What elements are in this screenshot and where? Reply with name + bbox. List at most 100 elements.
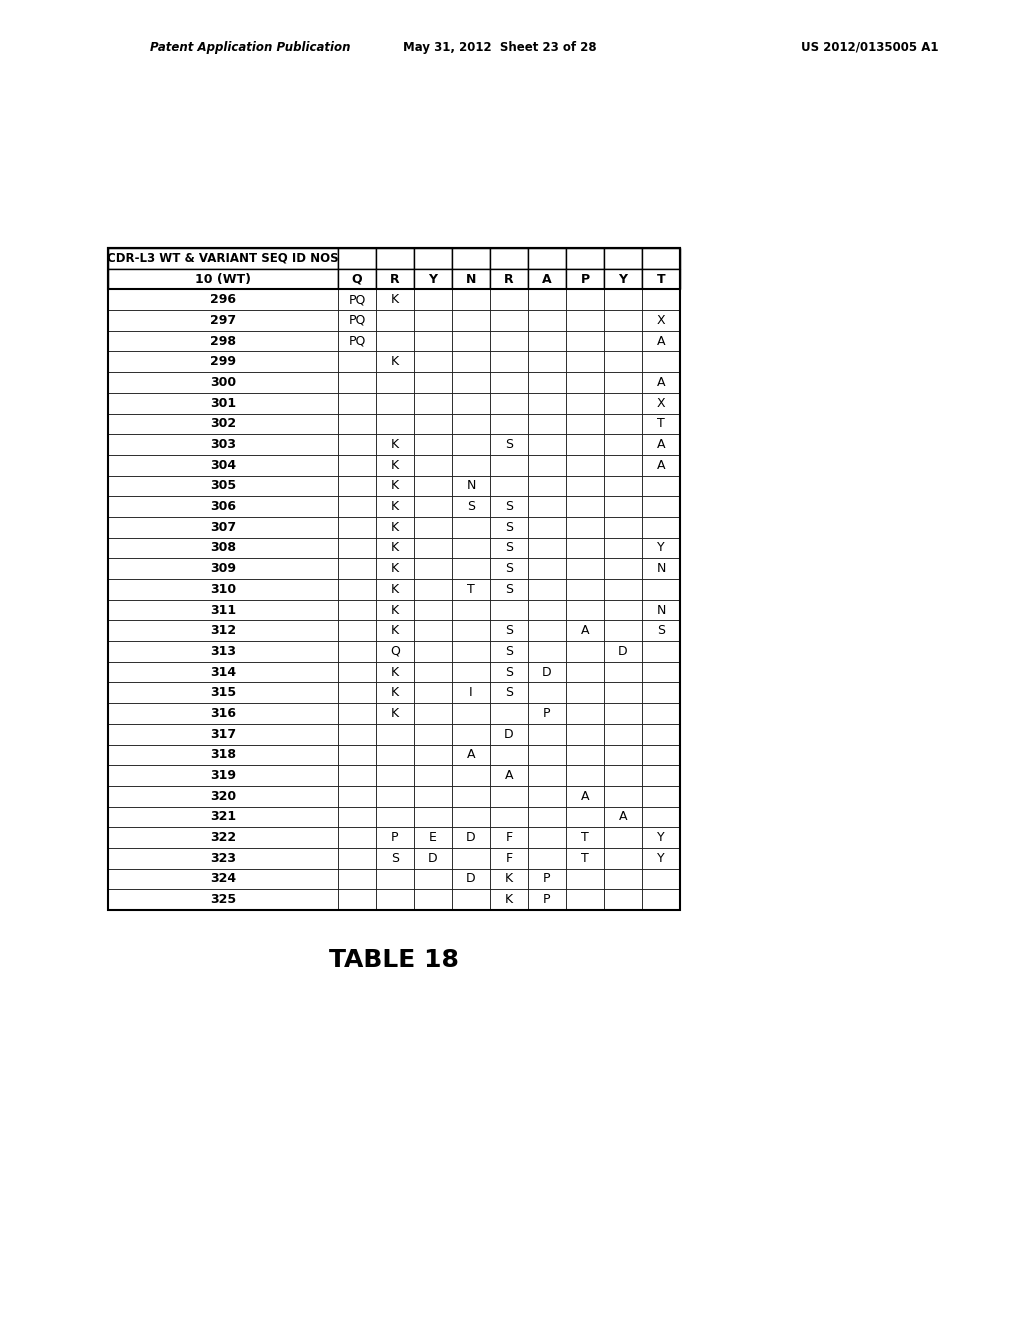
Text: P: P <box>544 873 551 886</box>
Text: P: P <box>544 894 551 906</box>
Bar <box>452 620 490 642</box>
Bar <box>414 642 452 661</box>
Bar <box>490 331 528 351</box>
Bar <box>414 579 452 599</box>
Bar <box>490 723 528 744</box>
Bar <box>376 599 414 620</box>
Bar <box>642 766 680 785</box>
Bar <box>642 704 680 723</box>
Bar <box>490 890 528 909</box>
Bar <box>108 331 338 351</box>
Bar <box>376 434 414 455</box>
Text: 314: 314 <box>210 665 237 678</box>
Bar <box>528 393 566 413</box>
Text: K: K <box>505 873 513 886</box>
Text: K: K <box>391 562 399 576</box>
Bar <box>452 890 490 909</box>
Text: K: K <box>391 624 399 638</box>
Bar <box>642 847 680 869</box>
Bar <box>642 599 680 620</box>
Bar <box>566 475 604 496</box>
Bar <box>528 620 566 642</box>
Bar <box>566 682 604 704</box>
Bar <box>452 642 490 661</box>
Text: 320: 320 <box>210 789 237 803</box>
Bar <box>338 682 376 704</box>
Bar <box>452 351 490 372</box>
Bar <box>338 642 376 661</box>
Bar <box>528 331 566 351</box>
Bar <box>338 890 376 909</box>
Bar <box>642 579 680 599</box>
Bar <box>338 434 376 455</box>
Bar <box>528 807 566 828</box>
Text: S: S <box>505 583 513 595</box>
Bar <box>604 828 642 847</box>
Bar <box>528 890 566 909</box>
Bar <box>414 393 452 413</box>
Bar <box>566 434 604 455</box>
Bar <box>490 620 528 642</box>
Bar <box>528 517 566 537</box>
Bar <box>490 847 528 869</box>
Bar <box>376 351 414 372</box>
Bar <box>604 704 642 723</box>
Bar <box>452 785 490 807</box>
Bar <box>566 807 604 828</box>
Bar <box>604 372 642 393</box>
Bar <box>376 642 414 661</box>
Bar <box>490 517 528 537</box>
Bar <box>604 642 642 661</box>
Bar <box>376 807 414 828</box>
Bar <box>414 558 452 579</box>
Bar <box>490 475 528 496</box>
Text: 299: 299 <box>210 355 236 368</box>
Bar <box>414 537 452 558</box>
Bar <box>108 269 338 289</box>
Bar <box>452 393 490 413</box>
Text: S: S <box>505 541 513 554</box>
Text: Y: Y <box>428 272 437 285</box>
Text: Patent Application Publication: Patent Application Publication <box>150 41 350 54</box>
Bar <box>338 537 376 558</box>
Text: N: N <box>466 272 476 285</box>
Bar <box>642 455 680 475</box>
Text: T: T <box>582 851 589 865</box>
Bar <box>642 558 680 579</box>
Text: P: P <box>391 832 398 843</box>
Bar <box>566 393 604 413</box>
Bar <box>108 248 338 269</box>
Bar <box>528 248 566 269</box>
Bar <box>604 537 642 558</box>
Bar <box>338 766 376 785</box>
Bar <box>566 847 604 869</box>
Bar <box>490 599 528 620</box>
Bar <box>642 351 680 372</box>
Bar <box>604 579 642 599</box>
Bar <box>566 455 604 475</box>
Bar <box>528 704 566 723</box>
Bar <box>604 785 642 807</box>
Bar <box>414 248 452 269</box>
Bar <box>414 289 452 310</box>
Bar <box>414 269 452 289</box>
Text: Q: Q <box>351 272 362 285</box>
Bar <box>376 310 414 331</box>
Text: PQ: PQ <box>348 314 366 327</box>
Bar <box>108 682 338 704</box>
Text: X: X <box>656 396 666 409</box>
Bar <box>414 869 452 890</box>
Bar <box>642 475 680 496</box>
Text: S: S <box>505 665 513 678</box>
Bar <box>642 723 680 744</box>
Bar <box>604 289 642 310</box>
Bar <box>642 869 680 890</box>
Text: 298: 298 <box>210 334 236 347</box>
Bar <box>490 869 528 890</box>
Bar <box>376 413 414 434</box>
Text: S: S <box>505 645 513 657</box>
Bar <box>642 310 680 331</box>
Bar <box>528 828 566 847</box>
Bar <box>414 890 452 909</box>
Bar <box>566 869 604 890</box>
